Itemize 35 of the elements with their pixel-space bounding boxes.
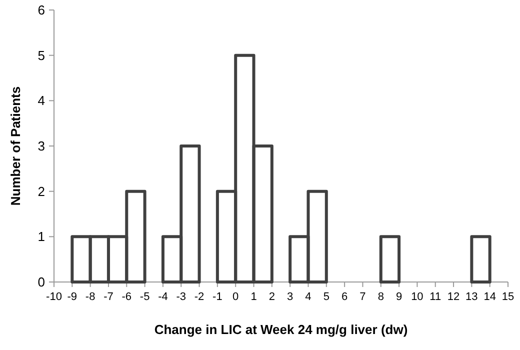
x-tick-label: 11: [430, 291, 442, 303]
x-tick-label: -3: [176, 291, 186, 303]
y-tick-label: 4: [38, 93, 45, 108]
x-tick-label: 14: [484, 291, 496, 303]
y-tick-label: 0: [38, 274, 45, 290]
x-tick-label: 9: [396, 291, 402, 303]
x-tick-label: 12: [447, 291, 460, 303]
x-tick-label: 13: [466, 291, 478, 303]
x-tick-label: 7: [360, 291, 366, 303]
y-tick-label: 6: [38, 2, 45, 18]
x-tick-label: 10: [411, 291, 424, 303]
x-tick-label: -6: [122, 291, 132, 303]
x-tick-label: 6: [341, 291, 348, 303]
x-tick-label: 4: [305, 291, 312, 303]
y-tick-label: 5: [38, 48, 45, 63]
x-tick-label: 15: [502, 291, 514, 303]
y-tick-label: 2: [38, 184, 45, 199]
x-tick-label: -1: [212, 291, 222, 303]
x-tick-label: 0: [232, 291, 239, 303]
x-tick-label: 5: [323, 291, 330, 303]
y-tick-label: 3: [38, 138, 45, 154]
y-axis-title: Number of Patients: [8, 86, 23, 206]
x-tick-label: -4: [158, 291, 168, 303]
x-tick-label: -10: [46, 291, 62, 303]
x-tick-label: -8: [85, 291, 96, 303]
x-tick-label: -9: [67, 291, 78, 303]
x-tick-label: -5: [140, 291, 150, 303]
y-tick-label: 1: [38, 229, 45, 244]
x-axis-title: Change in LIC at Week 24 mg/g liver (dw): [154, 322, 408, 337]
x-tick-label: 8: [378, 291, 384, 303]
x-tick-label: -7: [104, 291, 114, 303]
x-tick-label: 3: [287, 291, 294, 303]
x-tick-label: -2: [194, 291, 204, 303]
x-tick-label: 2: [268, 291, 275, 303]
x-tick-label: 1: [250, 291, 257, 303]
